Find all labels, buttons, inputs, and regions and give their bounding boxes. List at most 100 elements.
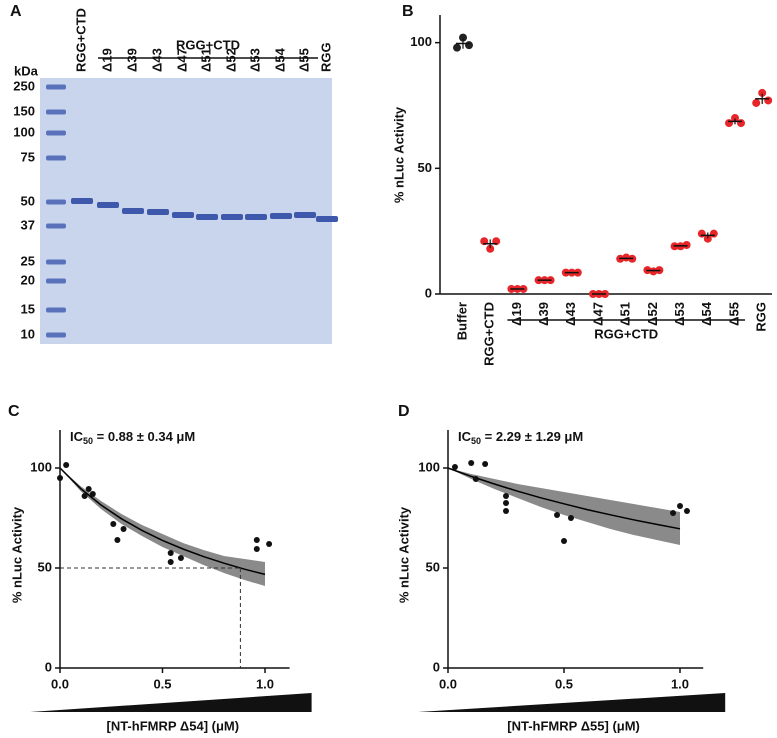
data-point [486, 244, 495, 253]
marker-band [46, 223, 66, 229]
x-tick-label: RGG [754, 302, 769, 332]
lane-label: RGG [318, 42, 333, 72]
data-point [120, 526, 127, 532]
x-tick-label: Δ19 [509, 302, 524, 326]
panel-label: D [398, 403, 410, 420]
data-point [482, 461, 489, 467]
annotation-part: IC [70, 429, 84, 444]
concentration-wedge [418, 693, 726, 712]
marker-label: 25 [21, 253, 35, 268]
data-point [253, 546, 260, 552]
data-point [622, 253, 631, 262]
y-tick-label: 50 [418, 160, 432, 175]
data-point [451, 464, 458, 470]
panel-label: A [10, 3, 22, 20]
x-tick-label: 0.0 [439, 676, 457, 691]
protein-band [147, 209, 169, 215]
data-point [758, 88, 767, 97]
data-point [682, 240, 691, 249]
x-tick-label: 1.0 [256, 676, 274, 691]
lane-label: Δ55 [296, 48, 311, 72]
marker-label: 50 [21, 193, 35, 208]
data-point [110, 521, 117, 527]
data-point [89, 491, 96, 497]
concentration-wedge [30, 693, 312, 712]
marker-label: 250 [13, 78, 35, 93]
protein-band [245, 214, 267, 220]
panel-label: C [8, 403, 20, 420]
group-label: RGG+CTD [176, 37, 240, 52]
annotation: IC50 = 2.29 ± 1.29 μM [458, 429, 583, 446]
marker-band [46, 199, 66, 205]
data-point [253, 537, 260, 543]
data-point [503, 493, 509, 499]
x-tick-label: Δ47 [590, 302, 605, 326]
lane-label: Δ51 [198, 48, 213, 72]
unit-label: kDa [14, 63, 39, 78]
y-tick-label: 0 [425, 285, 432, 300]
lane-label: Δ19 [99, 48, 114, 72]
marker-label: 75 [21, 149, 35, 164]
data-point [63, 462, 70, 468]
fit-line [59, 467, 266, 576]
data-point [764, 96, 773, 105]
protein-band [71, 198, 93, 204]
group-label: RGG+CTD [594, 326, 658, 341]
data-point [503, 500, 509, 506]
marker-band [46, 155, 66, 161]
data-point [453, 43, 461, 52]
y-tick-label: 0 [45, 659, 52, 674]
data-point [472, 476, 479, 482]
data-point [503, 508, 509, 514]
marker-band [46, 278, 66, 284]
x-tick-label: 0.5 [153, 676, 171, 691]
x-tick-label: RGG+CTD [482, 302, 497, 366]
x-axis-label: [NT-hFMRP Δ55] (μM) [507, 718, 640, 733]
lane-label: Δ54 [272, 47, 287, 72]
data-point [683, 508, 690, 514]
x-tick-label: 1.0 [671, 676, 689, 691]
data-point [266, 541, 273, 547]
marker-band [46, 307, 66, 313]
data-point [114, 537, 121, 543]
data-point [81, 493, 88, 499]
x-tick-label: Δ55 [726, 302, 741, 326]
protein-band [294, 212, 316, 218]
y-axis-label: % nLuc Activity [9, 506, 24, 603]
protein-band [316, 216, 338, 222]
annotation-part: = 2.29 ± 1.29 μM [481, 429, 583, 444]
y-tick-label: 50 [38, 559, 52, 574]
annotation-part: IC [458, 429, 472, 444]
protein-band [221, 214, 243, 220]
x-tick-label: Δ52 [645, 302, 660, 326]
data-point [459, 33, 467, 42]
x-axis-label: [NT-hFMRP Δ54] (μM) [106, 718, 239, 733]
lane-label: Δ43 [149, 48, 164, 72]
confidence-band [60, 468, 265, 586]
data-point [703, 234, 712, 243]
annotation-part: 50 [83, 436, 93, 446]
y-tick-label: 100 [418, 459, 440, 474]
data-point [709, 229, 718, 238]
x-tick-label: Δ53 [672, 302, 687, 326]
marker-label: 100 [13, 124, 35, 139]
annotation-part: = 0.88 ± 0.34 μM [93, 429, 195, 444]
y-axis-label: % nLuc Activity [391, 106, 406, 203]
data-point [752, 98, 761, 107]
data-point [737, 119, 745, 128]
annotation: IC50 = 0.88 ± 0.34 μM [70, 429, 195, 446]
data-point [468, 460, 475, 466]
marker-label: 150 [13, 103, 35, 118]
gel [40, 78, 332, 344]
lane-label: RGG+CTD [73, 8, 88, 72]
data-point [554, 512, 561, 518]
lane-label: Δ53 [247, 48, 262, 72]
protein-band [122, 208, 144, 214]
data-point [465, 41, 473, 50]
y-axis-label: % nLuc Activity [396, 506, 411, 603]
protein-band [97, 202, 119, 208]
marker-band [46, 130, 66, 136]
x-tick-label: Δ51 [618, 302, 633, 326]
data-point [177, 555, 184, 561]
